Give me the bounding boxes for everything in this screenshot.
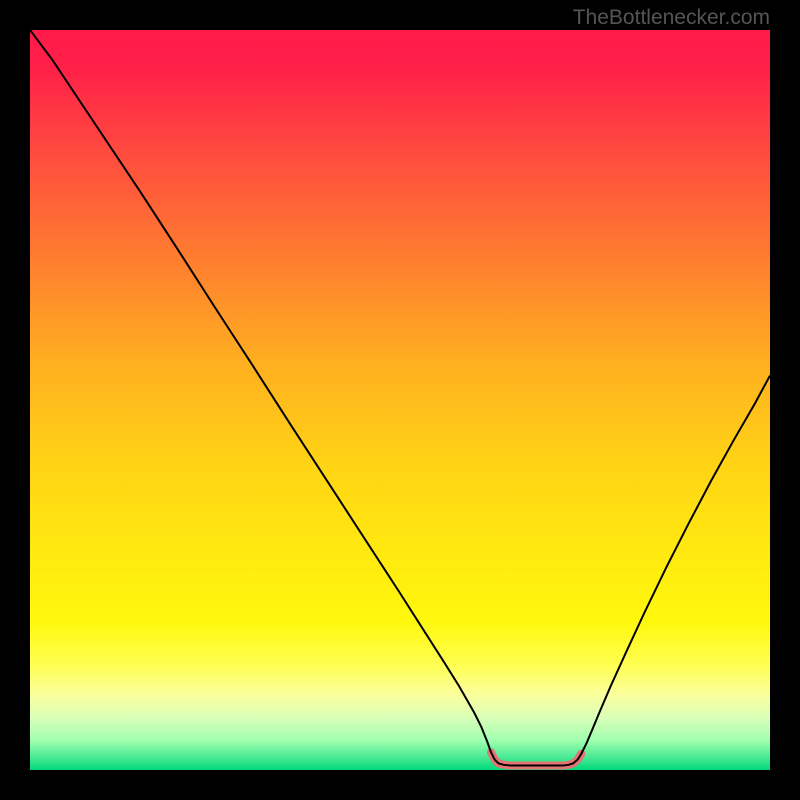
plot-area (30, 30, 770, 770)
bottleneck-curve (30, 30, 770, 766)
valley-marker (491, 752, 581, 765)
chart-container: TheBottlenecker.com (0, 0, 800, 800)
watermark-text: TheBottlenecker.com (573, 6, 770, 30)
curve-layer (30, 30, 770, 770)
